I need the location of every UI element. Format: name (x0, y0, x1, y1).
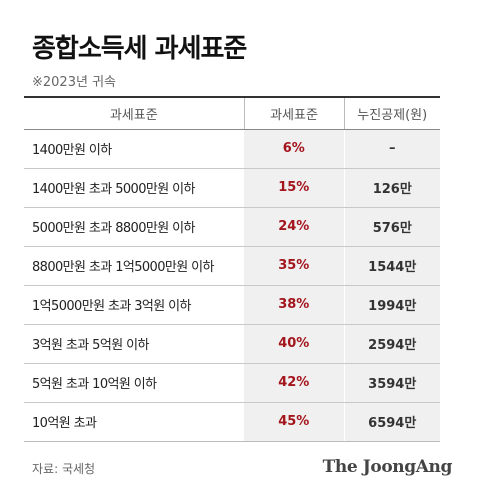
deduction-cell: 3594만 (343, 363, 440, 403)
rate-cell: 35% (244, 246, 344, 286)
rate-cell: 24% (244, 207, 344, 247)
table-row: 1400만원 초과 5000만원 이하 15% 126만 (24, 168, 440, 208)
table-header-row: 과세표준 과세표준 누진공제(원) (24, 96, 440, 130)
tax-bracket-table: 과세표준 과세표준 누진공제(원) 1400만원 이하 6% – 1400만원 … (24, 96, 440, 442)
header-deduction: 누진공제(원) (343, 96, 440, 130)
deduction-cell: – (343, 129, 440, 169)
header-rate: 과세표준 (243, 96, 344, 130)
source-note: 자료: 국세청 (32, 462, 96, 476)
bracket-cell: 1억5000만원 초과 3억원 이하 (24, 285, 244, 325)
header-bracket: 과세표준 (24, 96, 244, 130)
rate-cell: 42% (244, 363, 344, 403)
deduction-cell: 576만 (343, 207, 440, 247)
table-row: 1400만원 이하 6% – (24, 129, 440, 169)
deduction-cell: 6594만 (343, 402, 440, 442)
table-row: 10억원 초과 45% 6594만 (24, 402, 440, 442)
table-row: 3억원 초과 5억원 이하 40% 2594만 (24, 324, 440, 364)
bracket-cell: 3억원 초과 5억원 이하 (24, 324, 244, 364)
deduction-cell: 1544만 (343, 246, 440, 286)
rate-cell: 45% (244, 402, 344, 442)
bracket-cell: 5억원 초과 10억원 이하 (24, 363, 244, 403)
joongang-logo: The JoongAng (322, 457, 453, 477)
bracket-cell: 1400만원 초과 5000만원 이하 (24, 168, 244, 208)
bracket-cell: 5000만원 초과 8800만원 이하 (24, 207, 244, 247)
rate-cell: 38% (244, 285, 344, 325)
rate-cell: 6% (244, 129, 344, 169)
page-title: 종합소득세 과세표준 (32, 34, 247, 64)
deduction-cell: 1994만 (343, 285, 440, 325)
subtitle: ※2023년 귀속 (32, 75, 116, 90)
table-row: 5억원 초과 10억원 이하 42% 3594만 (24, 363, 440, 403)
bracket-cell: 8800만원 초과 1억5000만원 이하 (24, 246, 244, 286)
table-row: 8800만원 초과 1억5000만원 이하 35% 1544만 (24, 246, 440, 286)
table-row: 1억5000만원 초과 3억원 이하 38% 1994만 (24, 285, 440, 325)
deduction-cell: 126만 (343, 168, 440, 208)
bracket-cell: 1400만원 이하 (24, 129, 244, 169)
table-row: 5000만원 초과 8800만원 이하 24% 576만 (24, 207, 440, 247)
rate-cell: 40% (244, 324, 344, 364)
bracket-cell: 10억원 초과 (24, 402, 244, 442)
rate-cell: 15% (244, 168, 344, 208)
deduction-cell: 2594만 (343, 324, 440, 364)
